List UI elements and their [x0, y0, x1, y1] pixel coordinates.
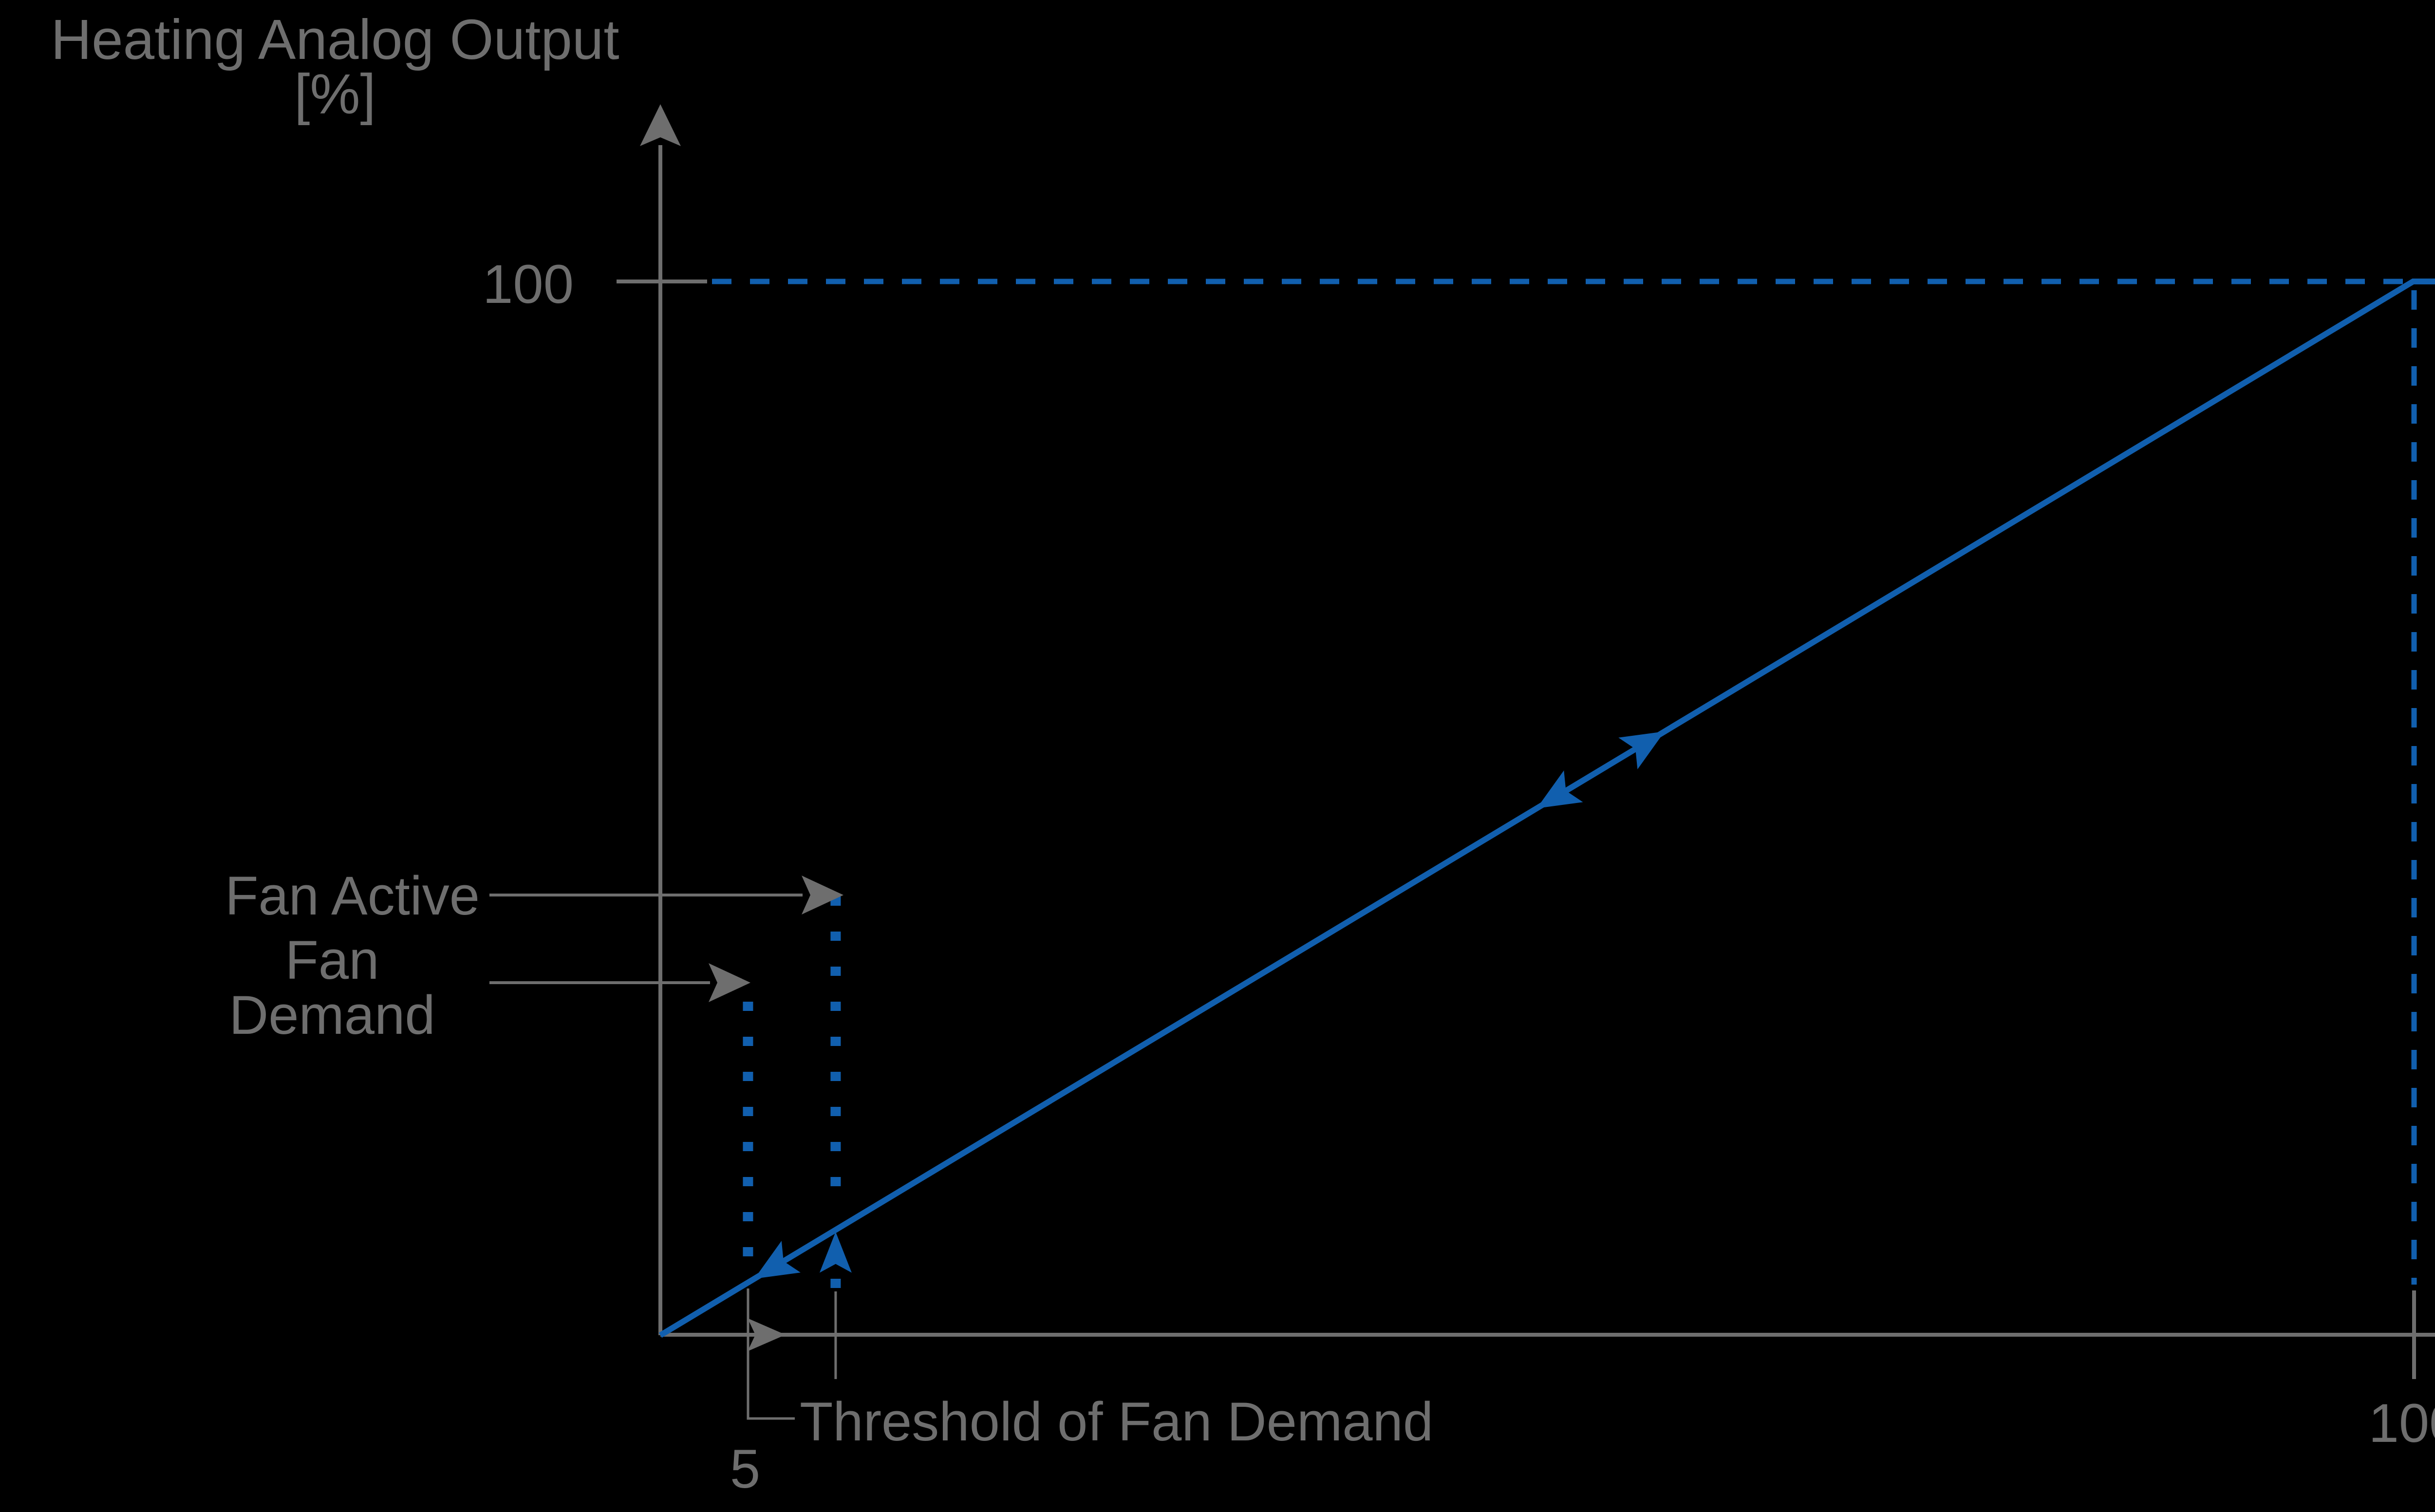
guide-lines-layer — [712, 279, 2417, 1285]
series-layer — [658, 279, 2435, 1338]
y-tick-label-100: 100 — [483, 254, 574, 315]
x-tick-label-100: 100 — [2369, 1393, 2435, 1454]
threshold-leader-elbow-line — [747, 1288, 795, 1420]
threshold-direction-arrow-icon — [748, 1318, 786, 1351]
y-axis-arrowhead-icon — [640, 104, 681, 146]
y-axis-title-line2: [%] — [294, 62, 376, 126]
fan-active-on-arrow-icon — [819, 1232, 852, 1273]
fan-demand-off-arrow-icon — [754, 1241, 801, 1279]
axes-layer — [617, 104, 2435, 1379]
fan-active-leader-arrow-icon — [802, 876, 843, 915]
heating-output-line — [658, 279, 2435, 1338]
threshold-annotation-label: Threshold of Fan Demand — [800, 1391, 1433, 1452]
x-tick-label-threshold-5: 5 — [730, 1438, 760, 1499]
line-direction-arrow-down-icon — [1536, 770, 1583, 808]
y-axis-title-line1: Heating Analog Output — [51, 8, 619, 71]
fan-demand-leader-arrow-icon — [709, 963, 750, 1002]
fan-demand-label-line2: Demand — [229, 985, 435, 1045]
fan-active-label: Fan Active — [225, 865, 480, 926]
annotation-lines-layer — [489, 876, 852, 1420]
line-direction-arrow-up-icon — [1618, 731, 1665, 769]
fan-demand-label-line1: Fan — [285, 930, 379, 990]
